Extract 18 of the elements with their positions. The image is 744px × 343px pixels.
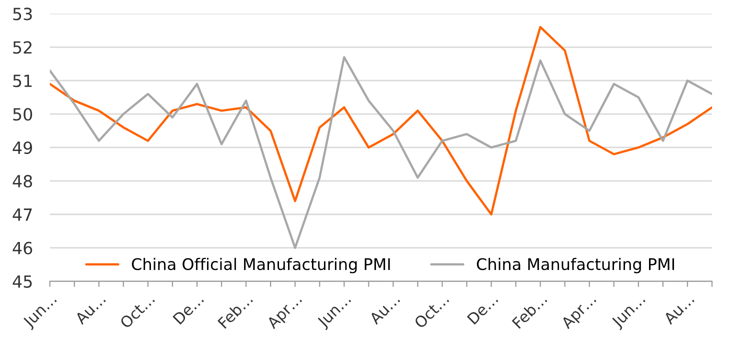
y-tick-label: 50 — [13, 108, 32, 121]
legend-label: China Official Manufacturing PMI — [132, 258, 390, 274]
y-tick-label: 47 — [12, 208, 32, 221]
x-tick-label: De… — [172, 293, 204, 325]
y-tick-label: 45 — [12, 275, 32, 288]
y-tick-label: 51 — [13, 74, 32, 88]
y-tick-label: 46 — [12, 242, 32, 254]
x-tick-label: Au… — [74, 293, 106, 325]
x-tick-label: Au… — [368, 293, 400, 325]
y-tick-label: 48 — [12, 174, 32, 188]
line-series — [50, 56, 712, 249]
legend-label: China Manufacturing PMI — [476, 258, 674, 274]
x-tick-label: De… — [466, 293, 498, 325]
y-tick-label: 49 — [12, 141, 32, 154]
y-tick-label: 53 — [13, 8, 32, 20]
y-tick-label: 52 — [13, 41, 32, 54]
x-tick-label: Au… — [662, 293, 695, 325]
line-series — [50, 26, 712, 216]
